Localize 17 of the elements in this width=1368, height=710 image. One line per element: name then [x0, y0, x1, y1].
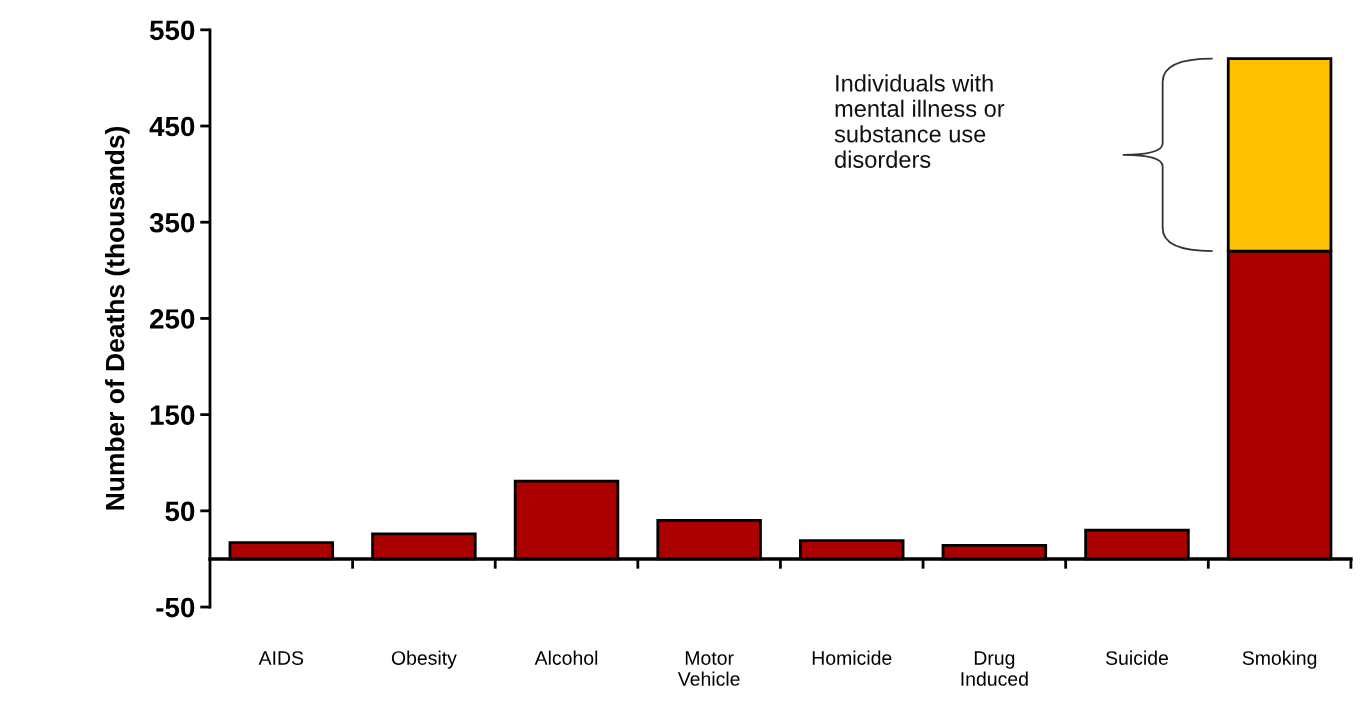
- y-tick-label: 250: [150, 309, 195, 329]
- x-tick-label: Smoking: [1242, 650, 1317, 669]
- annotation: Individuals with mental illness or substance use disorders: [834, 74, 1005, 168]
- x-tick-label: Obesity: [391, 650, 457, 669]
- y-tick-label: 450: [149, 116, 195, 137]
- y-tick-label: 350: [149, 212, 195, 233]
- x-tick-label: Motor Vehicle: [677, 651, 740, 686]
- x-tick-label: Drug Induced: [961, 651, 1028, 686]
- y-tick-label: 550: [149, 20, 195, 41]
- x-tick-label: Alcohol: [534, 650, 598, 665]
- y-tick-label: 150: [150, 405, 195, 425]
- x-tick-label: AIDS: [258, 651, 304, 665]
- y-axis-title: Number of Deaths (thousands): [105, 126, 130, 510]
- y-tick-label: 50: [165, 501, 195, 522]
- y-tick-label: -50: [156, 597, 195, 618]
- x-tick-label: Homicide: [812, 650, 892, 665]
- x-tick-label: Suicide: [1105, 650, 1168, 665]
